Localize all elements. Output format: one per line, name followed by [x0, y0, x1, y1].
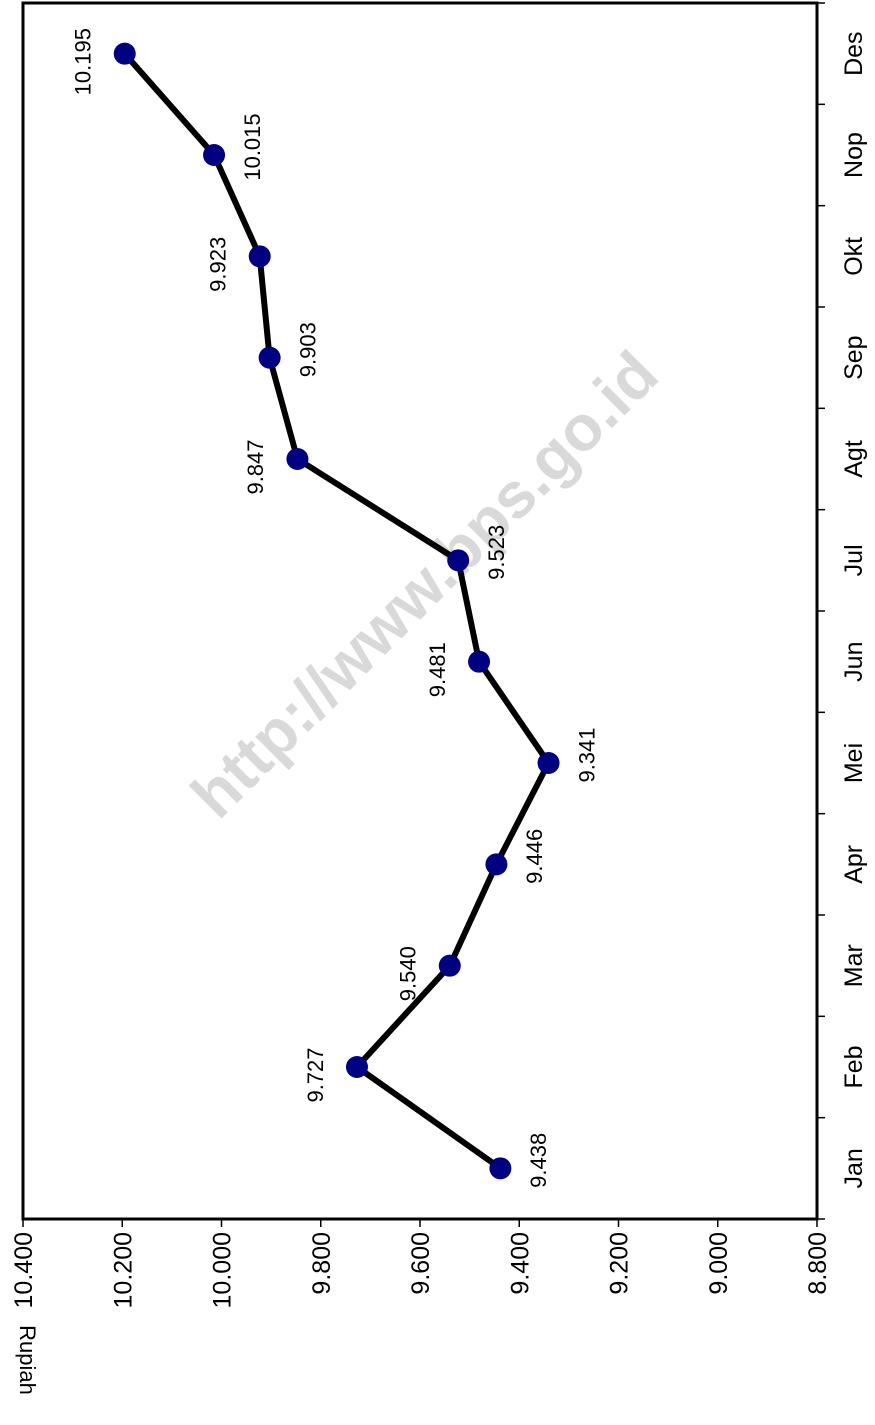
data-point-marker [113, 42, 136, 65]
data-point-marker [489, 1157, 512, 1180]
data-value-label: 9.923 [206, 237, 231, 292]
data-value-label: 9.727 [303, 1047, 328, 1102]
category-axis-label: Jan [840, 1148, 868, 1188]
data-point-marker [485, 853, 508, 876]
data-value-label: 9.523 [484, 525, 509, 580]
category-axis-label: Apr [840, 845, 868, 884]
category-axis-label: Jun [840, 642, 868, 682]
data-point-marker [248, 245, 271, 268]
value-axis-tick-label: 9.600 [407, 1232, 435, 1295]
value-axis-tick-label: 10.200 [109, 1232, 137, 1308]
data-point-marker [447, 549, 470, 572]
category-axis-label: Mei [840, 743, 868, 783]
ticks-layer: 10.400 10.200 10.000 9.800 9.600 9.400 9.200 9.… [10, 2, 868, 1308]
data-point-marker [438, 954, 461, 977]
value-axis-tick-label: 10.000 [209, 1232, 237, 1308]
data-point-marker [345, 1056, 368, 1078]
data-value-label: 10.195 [71, 28, 96, 95]
data-value-label: 9.446 [522, 829, 547, 884]
category-axis-label: Sep [840, 335, 868, 379]
data-value-label: 9.540 [396, 946, 421, 1001]
value-axis-tick-label: 9.800 [308, 1232, 336, 1295]
data-value-label: 9.903 [295, 322, 320, 377]
value-axis-tick-label: 9.000 [705, 1232, 733, 1295]
value-axis-tick-label: 8.800 [804, 1232, 832, 1295]
data-value-label: 9.847 [243, 439, 268, 494]
category-axis-label: Feb [840, 1045, 868, 1088]
category-axis-label: Jul [840, 544, 868, 576]
series-line [121, 50, 552, 1172]
data-point-marker [203, 144, 226, 166]
value-axis-tick-label: 10.400 [10, 1232, 38, 1308]
data-point-marker [258, 346, 281, 369]
data-value-label: 10.015 [240, 113, 265, 180]
category-axis-label: Des [840, 31, 868, 75]
category-axis-label: Mar [840, 944, 868, 987]
category-axis-label: Nop [840, 132, 868, 178]
data-point-marker [468, 650, 491, 673]
data-value-label: 9.341 [574, 727, 599, 782]
labels-layer: Rupiah 9.438 9.727 9.540 9.446 9.341 9.481 9.52… [15, 28, 599, 1395]
value-axis-tick-label: 9.400 [506, 1232, 534, 1295]
data-value-label: 9.438 [526, 1133, 551, 1188]
data-value-label: 9.481 [425, 642, 450, 697]
category-axis-label: Agt [840, 440, 868, 478]
value-axis-tick-label: 9.200 [606, 1232, 634, 1295]
value-axis-title: Rupiah [15, 1325, 40, 1395]
series-layer [113, 42, 560, 1180]
data-point-marker [286, 448, 309, 470]
category-axis-label: Okt [840, 237, 868, 276]
data-point-marker [537, 752, 560, 774]
